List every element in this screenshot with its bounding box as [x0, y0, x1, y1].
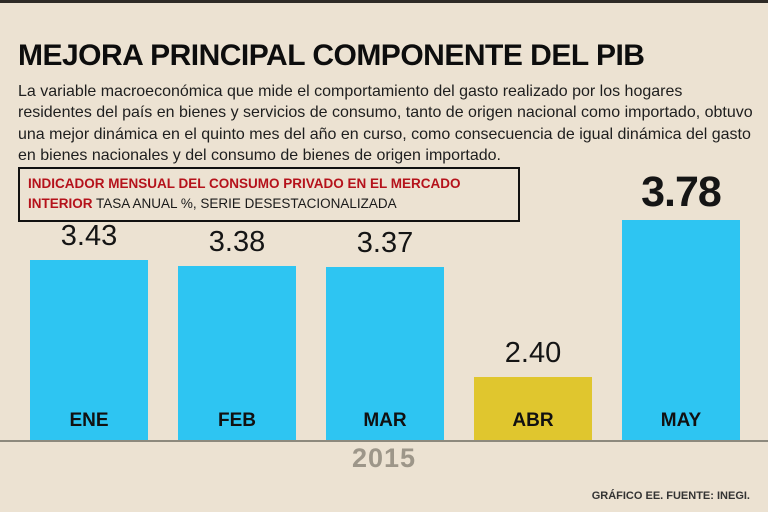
bar: ABR	[474, 377, 592, 440]
bar: MAR	[326, 267, 444, 440]
page-description: La variable macroeconómica que mide el c…	[18, 83, 753, 164]
chart-title-box: INDICADOR MENSUAL DEL CONSUMO PRIVADO EN…	[18, 167, 520, 222]
bar-category-label: MAR	[363, 410, 407, 431]
chart-title-text: INDICADOR MENSUAL DEL CONSUMO PRIVADO EN…	[28, 176, 461, 212]
source-credit: GRÁFICO EE. FUENTE: INEGI.	[591, 490, 750, 502]
page-title: MEJORA PRINCIPAL COMPONENTE DEL PIB	[18, 39, 645, 73]
bar-category-label: FEB	[218, 410, 256, 431]
bar-value-label: 3.43	[60, 220, 118, 252]
bar-category-label: MAY	[660, 410, 702, 431]
bar-group-ene: 3.43 ENE	[30, 220, 148, 440]
chart-subtitle-text: TASA ANUAL %, SERIE DESESTACIONALIZADA	[96, 196, 397, 212]
bar-group-mar: 3.37 MAR	[326, 227, 444, 440]
bar-category-label: ENE	[69, 410, 109, 431]
x-axis-line	[0, 440, 768, 442]
bar-group-abr: 2.40 ABR	[474, 337, 592, 440]
bar-value-label: 2.40	[504, 337, 562, 369]
bar: ENE	[30, 260, 148, 440]
bar-value-label: 3.78	[641, 168, 722, 216]
bar: MAY	[622, 220, 740, 440]
bar: FEB	[178, 266, 296, 440]
bar-group-may: 3.78 MAY	[622, 168, 740, 440]
bar-group-feb: 3.38 FEB	[178, 226, 296, 440]
bar-value-label: 3.37	[356, 227, 414, 259]
bar-category-label: ABR	[512, 410, 554, 431]
x-axis-year-label: 2015	[351, 443, 417, 473]
bar-value-label: 3.38	[208, 226, 266, 258]
